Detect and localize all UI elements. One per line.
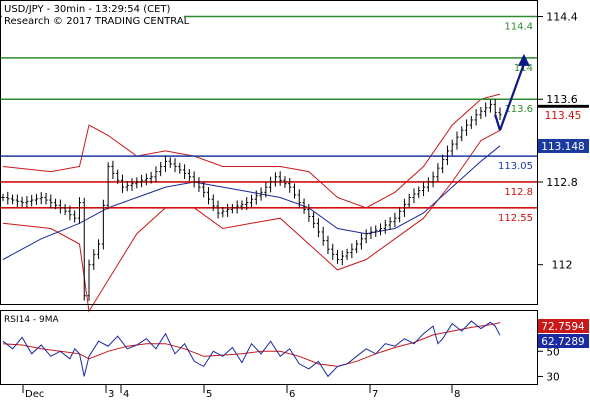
level-label: 114: [514, 63, 533, 74]
price-tick-label: 112.8: [546, 176, 578, 189]
level-label: 112.55: [498, 213, 533, 224]
forecast-arrow-head: [517, 53, 530, 66]
bollinger-lower-line: [2, 129, 501, 313]
level-label: 112.8: [504, 187, 533, 198]
rsi-layer: 305070: [2, 320, 560, 383]
x-tick-label: 3: [108, 389, 114, 400]
rsi-tick-label: 30: [546, 371, 559, 383]
grid-layer: 112 112.8 113.6 114.4: [538, 11, 578, 272]
badge-rsi-label: 62.7289: [541, 336, 584, 348]
x-tick-label: 5: [206, 389, 212, 400]
badge-bollinger: [538, 107, 589, 122]
level-label: 113.6: [504, 104, 533, 115]
x-tick-label: 8: [454, 389, 460, 400]
level-label: 113.05: [498, 161, 533, 172]
rsi-line: [2, 320, 501, 378]
rsi-panel-frame: [0, 310, 538, 385]
rsi-tick-label: 50: [546, 346, 559, 358]
badge-rsi: [538, 334, 589, 348]
badge-moving-average: [538, 138, 589, 153]
price-tick-label: 113.6: [546, 93, 578, 106]
x-tick-label: 6: [289, 389, 295, 400]
level-label: 114.4: [504, 22, 533, 33]
main-panel-frame: [0, 0, 538, 305]
chart-title: USD/JPY - 30min - 13:29:54 (CET): [4, 4, 171, 15]
x-tick-label: Dec: [25, 389, 44, 400]
chart-credit: Research © 2017 TRADING CENTRAL: [4, 16, 190, 27]
forecast-layer: [494, 53, 530, 131]
x-tick-label: 7: [372, 389, 378, 400]
price-tick-label: 112: [552, 259, 573, 272]
badge-rsi-ma: [538, 319, 589, 333]
forecast-arrow-shaft: [498, 63, 525, 131]
forecast-arrow-lead: [494, 114, 502, 131]
rsi-title: RSI14 - 9MA: [4, 315, 60, 325]
badge-bollinger-label: 113.45: [545, 110, 582, 122]
x-axis: Dec 3 4 5 6 7 8: [22, 384, 460, 400]
header-bg: [2, 2, 184, 26]
price-tick-label: 114.4: [546, 11, 578, 24]
levels-layer: 114.4 114 113.6 113.05 112.8 112.55: [1, 15, 537, 224]
rsi-ma-line: [2, 322, 501, 367]
bollinger-upper-line: [2, 93, 501, 209]
candles-layer: [1, 99, 502, 301]
x-tick-label: 4: [123, 389, 129, 400]
badge-rsi-ma-label: 72.7594: [541, 321, 585, 333]
badge-moving-average-label: 113.148: [541, 141, 584, 153]
